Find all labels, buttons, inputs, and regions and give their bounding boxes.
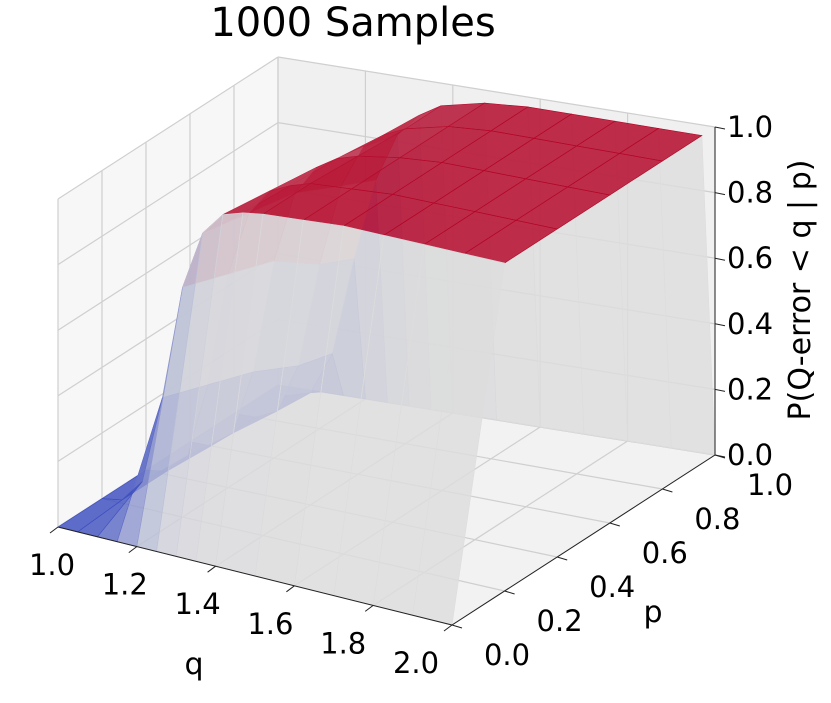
x-tick-label: 1.2 <box>102 568 148 602</box>
y-axis-line <box>451 454 716 626</box>
y-tick-mark <box>609 522 620 527</box>
z-tick-label: 0.4 <box>727 307 773 341</box>
z-tick-label: 0.0 <box>727 438 773 472</box>
z-tick-label: 0.8 <box>727 176 773 210</box>
z-tick-mark <box>714 257 726 261</box>
x-tick-label: 1.8 <box>320 626 366 660</box>
x-tick-mark <box>443 624 453 632</box>
tick-labels: 1.01.21.41.61.82.0 0.00.20.40.60.81.00.00… <box>29 110 793 680</box>
x-tick-mark <box>207 565 216 573</box>
y-tick-label: 0.2 <box>537 604 583 638</box>
y-tick-mark <box>662 488 673 493</box>
y-axis-label: p <box>643 595 662 630</box>
y-tick-mark <box>451 624 463 629</box>
z-tick-label: 0.2 <box>727 372 773 406</box>
x-tick-label: 1.6 <box>247 607 293 641</box>
x-tick-mark <box>286 585 295 593</box>
chart-title: 1000 Samples <box>210 0 495 46</box>
surface <box>57 102 716 626</box>
x-tick-mark <box>128 546 138 553</box>
x-tick-label: 1.0 <box>29 548 75 582</box>
z-tick-mark <box>714 126 726 130</box>
grid-line <box>57 122 279 266</box>
z-tick-label: 0.6 <box>727 241 773 275</box>
y-tick-label: 0.6 <box>642 536 688 570</box>
y-tick-label: 0.4 <box>589 570 635 604</box>
grid-line <box>277 56 716 128</box>
z-axis-label: P(Q-error < q | p) <box>783 160 818 421</box>
y-tick-label: 0.8 <box>694 502 740 536</box>
z-tick-mark <box>714 323 726 327</box>
y-tick-label: 1.0 <box>747 468 793 502</box>
x-tick-mark <box>364 605 374 612</box>
z-tick-mark <box>714 454 726 458</box>
x-tick-label: 2.0 <box>393 646 439 680</box>
y-tick-mark <box>557 556 568 561</box>
z-tick-mark <box>714 192 726 196</box>
x-tick-label: 1.4 <box>175 587 221 621</box>
axis-edges <box>57 127 716 626</box>
x-axis-label: q <box>184 647 203 682</box>
x-tick-mark <box>49 526 59 534</box>
grid-line <box>57 56 279 200</box>
z-tick-mark <box>714 388 726 392</box>
y-tick-label: 0.0 <box>484 638 530 672</box>
z-tick-label: 1.0 <box>727 110 773 144</box>
y-tick-mark <box>504 590 515 595</box>
x-axis-line <box>57 526 453 626</box>
